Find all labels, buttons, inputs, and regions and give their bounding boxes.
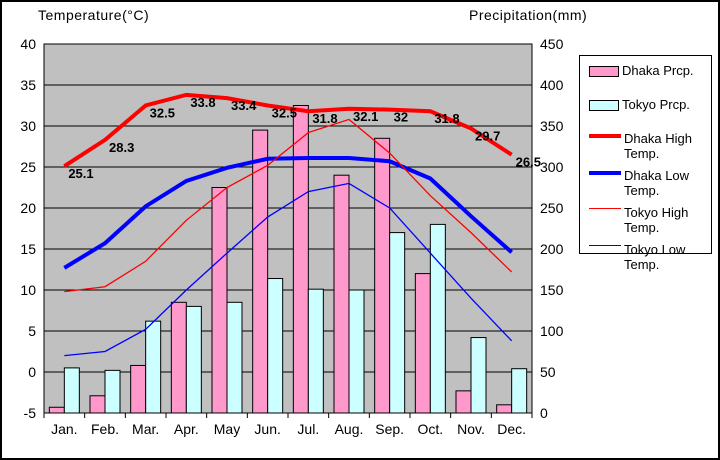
legend-label: Tokyo Prcp. — [622, 97, 690, 112]
month-label: Jul. — [297, 421, 319, 437]
data-label: 31.8 — [312, 111, 337, 126]
precip-tick-label: 150 — [540, 282, 564, 298]
temp-tick-label: 30 — [20, 118, 36, 134]
bar-tokyo-prcp — [389, 232, 406, 414]
month-label: Aug. — [335, 421, 364, 437]
bar-dhaka-prcp — [333, 174, 350, 414]
bar-dhaka-prcp — [170, 301, 187, 414]
temperature-axis-title: Temperature(°C) — [38, 7, 150, 23]
data-label: 29.7 — [475, 128, 500, 143]
bar-tokyo-prcp — [145, 320, 162, 414]
data-label: 32.5 — [272, 106, 297, 121]
data-label: 28.3 — [109, 140, 134, 155]
precip-tick-label: 300 — [540, 159, 564, 175]
legend: Dhaka Prcp. Tokyo Prcp. Dhaka High Temp.… — [579, 55, 712, 272]
bar-tokyo-prcp — [470, 337, 487, 414]
month-label: Nov. — [457, 421, 485, 437]
data-label: 26.5 — [516, 155, 541, 170]
precip-tick-label: 450 — [540, 36, 564, 52]
legend-label: Dhaka Prcp. — [622, 63, 694, 78]
data-label: 33.8 — [190, 95, 215, 110]
temp-tick-label: 15 — [20, 241, 36, 257]
precipitation-axis-title: Precipitation(mm) — [469, 7, 588, 23]
legend-item-dhaka-prcp: Dhaka Prcp. — [589, 63, 707, 78]
month-label: Sep. — [375, 421, 404, 437]
bar-dhaka-prcp — [414, 273, 431, 414]
bar-dhaka-prcp — [89, 395, 106, 414]
bar-tokyo-prcp — [226, 301, 243, 414]
data-label: 32.5 — [150, 106, 175, 121]
temp-tick-label: 20 — [20, 200, 36, 216]
bar-dhaka-prcp — [211, 187, 228, 414]
data-label: 31.8 — [434, 111, 459, 126]
month-label: Oct. — [417, 421, 443, 437]
month-label: Jun. — [254, 421, 280, 437]
bar-tokyo-prcp — [307, 288, 324, 414]
temp-tick-label: 25 — [20, 159, 36, 175]
bar-tokyo-prcp — [104, 369, 121, 414]
bar-tokyo-prcp — [63, 367, 80, 414]
precip-tick-label: 200 — [540, 241, 564, 257]
bar-dhaka-prcp — [252, 129, 269, 414]
data-label: 32 — [394, 110, 408, 125]
plot-area — [43, 43, 533, 414]
bar-dhaka-prcp — [455, 390, 472, 414]
tokyo-high-line-icon — [589, 208, 621, 209]
bar-tokyo-prcp — [185, 305, 202, 414]
bar-dhaka-prcp — [496, 404, 513, 414]
line-tokyo-low-temp — [64, 182, 513, 357]
line-tokyo-high-temp — [64, 118, 513, 293]
legend-item-tokyo-low: Tokyo Low Temp. — [589, 242, 707, 272]
bar-dhaka-prcp — [48, 406, 65, 414]
precip-tick-label: 50 — [540, 364, 556, 380]
legend-item-dhaka-low: Dhaka Low Temp. — [589, 168, 707, 198]
legend-label: Tokyo Low Temp. — [624, 242, 686, 272]
temp-tick-label: 10 — [20, 282, 36, 298]
dhaka-high-line-icon — [589, 134, 621, 138]
precip-tick-label: 250 — [540, 200, 564, 216]
temp-tick-label: 40 — [20, 36, 36, 52]
month-label: Feb. — [91, 421, 119, 437]
precip-tick-label: 350 — [540, 118, 564, 134]
data-label: 33.4 — [231, 98, 257, 113]
bar-tokyo-prcp — [267, 278, 284, 414]
line-dhaka-high-temp — [63, 92, 513, 168]
data-label: 25.1 — [68, 166, 93, 181]
temp-tick-label: 0 — [28, 364, 36, 380]
precip-tick-label: 100 — [540, 323, 564, 339]
month-label: Apr. — [174, 421, 199, 437]
precip-tick-label: 400 — [540, 77, 564, 93]
line-dhaka-low-temp — [63, 155, 513, 270]
bar-tokyo-prcp — [429, 223, 446, 414]
legend-label: Dhaka High Temp. — [624, 131, 692, 161]
dhaka-low-line-icon — [589, 171, 621, 175]
month-label: Mar. — [132, 421, 159, 437]
legend-item-tokyo-high: Tokyo High Temp. — [589, 205, 707, 235]
precip-tick-label: 0 — [540, 405, 548, 421]
temp-tick-label: -5 — [24, 405, 37, 421]
legend-label: Dhaka Low Temp. — [624, 168, 690, 198]
bar-dhaka-prcp — [130, 364, 147, 414]
legend-item-dhaka-high: Dhaka High Temp. — [589, 131, 707, 161]
bar-dhaka-prcp — [292, 105, 309, 414]
temp-tick-label: 5 — [28, 323, 36, 339]
month-label: Jan. — [51, 421, 77, 437]
tokyo-prcp-swatch-icon — [589, 100, 619, 111]
legend-label: Tokyo High Temp. — [624, 205, 689, 235]
bar-dhaka-prcp — [374, 137, 391, 414]
temp-tick-label: 35 — [20, 77, 36, 93]
dhaka-prcp-swatch-icon — [589, 66, 619, 77]
legend-item-tokyo-prcp: Tokyo Prcp. — [589, 97, 707, 112]
bar-tokyo-prcp — [348, 289, 365, 414]
data-label: 32.1 — [353, 109, 378, 124]
tokyo-low-line-icon — [589, 245, 621, 246]
month-label: Dec. — [497, 421, 526, 437]
month-label: May — [214, 421, 240, 437]
bar-tokyo-prcp — [511, 368, 528, 414]
